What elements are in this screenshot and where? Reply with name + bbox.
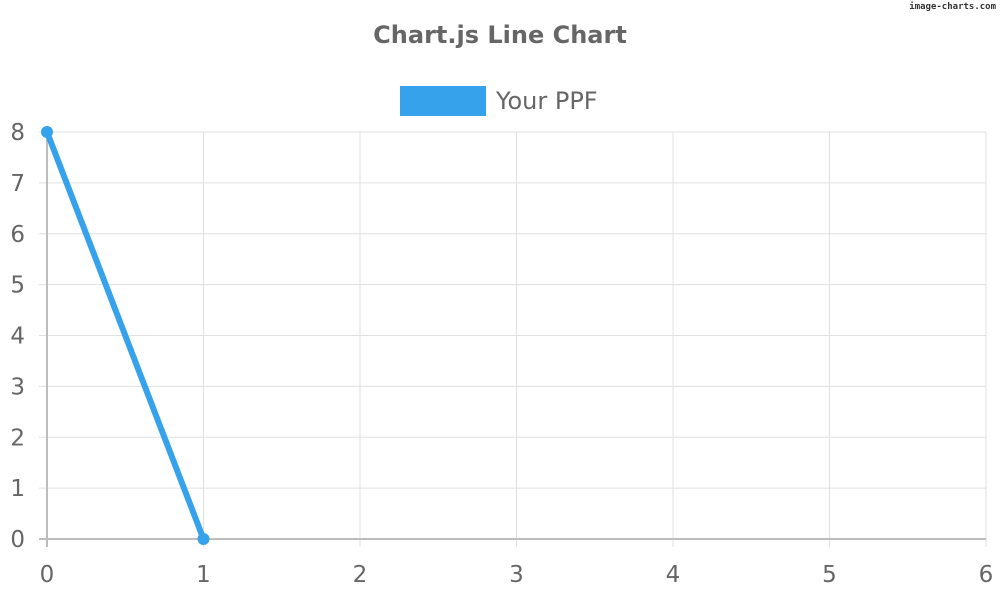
x-tick-label: 4 [666, 562, 681, 588]
x-tick-label: 2 [353, 562, 368, 588]
y-tick-label: 2 [10, 425, 25, 451]
y-tick-label: 7 [10, 171, 25, 197]
x-tick-label: 5 [822, 562, 837, 588]
grid [39, 131, 987, 547]
y-tick-label: 8 [10, 120, 25, 146]
x-tick-label: 0 [40, 562, 55, 588]
chart-title: Chart.js Line Chart [373, 21, 627, 49]
watermark: image-charts.com [909, 1, 996, 12]
y-tick-label: 5 [10, 273, 25, 299]
axes [39, 132, 986, 547]
y-tick-label: 1 [10, 476, 25, 502]
legend-label-your-ppf: Your PPF [495, 87, 598, 115]
legend[interactable]: Your PPF [400, 86, 598, 116]
data-point[interactable] [197, 533, 210, 545]
legend-swatch-your-ppf [400, 86, 486, 116]
x-tick-label: 1 [196, 562, 211, 588]
y-tick-label: 6 [10, 222, 25, 248]
y-tick-label: 0 [10, 527, 25, 553]
x-tick-label: 3 [509, 562, 524, 588]
data-point[interactable] [41, 126, 53, 138]
x-tick-label: 6 [979, 562, 994, 588]
series [41, 126, 210, 545]
tick-labels: 0 1 2 3 4 5 6 7 8 0 1 2 3 4 5 6 [10, 120, 993, 588]
y-tick-label: 4 [10, 324, 25, 350]
series-line-your-ppf [44, 129, 207, 542]
y-tick-label: 3 [10, 374, 25, 400]
